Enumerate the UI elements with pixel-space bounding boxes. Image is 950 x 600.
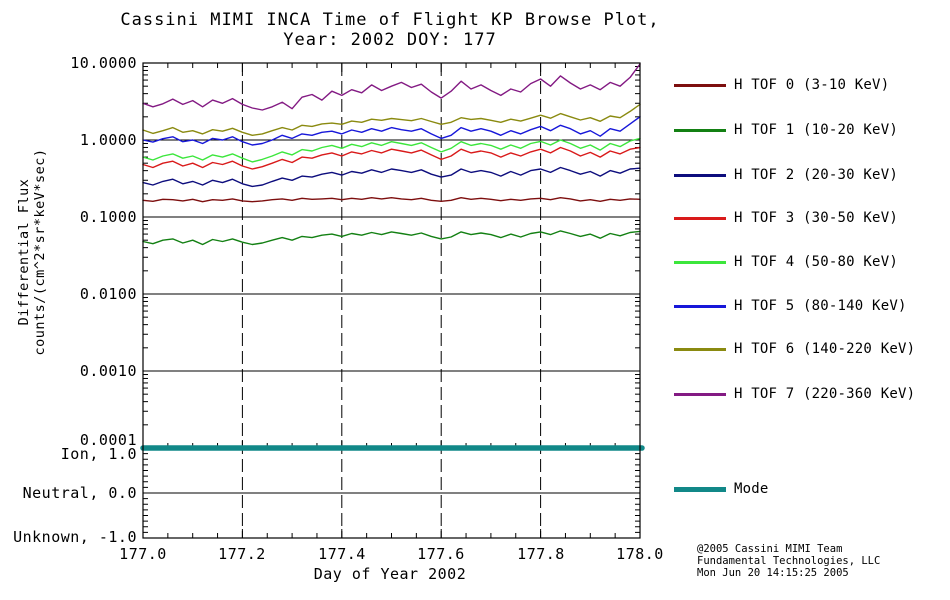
legend-item-label: H TOF 4 (50-80 KeV) <box>734 254 898 270</box>
flux-curve <box>142 103 641 137</box>
legend-item-label: H TOF 2 (20-30 KeV) <box>734 167 898 183</box>
legend-item-label: Mode <box>734 481 769 497</box>
legend-line-swatch <box>674 486 726 492</box>
legend-item-label: H TOF 0 (3-10 KeV) <box>734 77 890 93</box>
mode-tick-label: Neutral, 0.0 <box>22 484 137 502</box>
credit-line: Mon Jun 20 14:15:25 2005 <box>697 567 849 579</box>
x-tick-label: 177.2 <box>218 545 266 563</box>
x-tick-label: 177.6 <box>417 545 465 563</box>
legend-line-swatch <box>674 216 726 220</box>
flux-curve <box>142 230 641 246</box>
y-axis-title-line2: counts/(cm^2*sr*keV*sec) <box>32 148 48 356</box>
credit-line: @2005 Cassini MIMI Team <box>697 543 843 555</box>
x-tick-label: 177.4 <box>318 545 366 563</box>
mode-tick-label: Unknown, -1.0 <box>13 528 137 546</box>
flux-curve <box>142 116 641 146</box>
legend-line-swatch <box>674 128 726 132</box>
y-tick-label: 0.0010 <box>79 362 137 380</box>
credit-line: Fundamental Technologies, LLC <box>697 555 881 567</box>
flux-curve <box>142 166 641 188</box>
legend-line-swatch <box>674 260 726 264</box>
legend-item: H TOF 3 (30-50 KeV) <box>674 209 898 227</box>
legend-item-label: H TOF 5 (80-140 KeV) <box>734 298 907 314</box>
legend-item: H TOF 5 (80-140 KeV) <box>674 297 907 315</box>
plot-title-line2: Year: 2002 DOY: 177 <box>283 30 497 50</box>
legend-item: H TOF 6 (140-220 KeV) <box>674 340 915 358</box>
x-tick-label: 177.8 <box>517 545 565 563</box>
y-tick-label: 10.0000 <box>70 54 137 72</box>
legend-line-swatch <box>674 347 726 351</box>
plot-title-line1: Cassini MIMI INCA Time of Flight KP Brow… <box>120 10 660 30</box>
legend-item-label: H TOF 1 (10-20 KeV) <box>734 122 898 138</box>
y-tick-label: 0.0100 <box>79 285 137 303</box>
legend-item: H TOF 4 (50-80 KeV) <box>674 253 898 271</box>
flux-curve <box>142 196 641 203</box>
flux-curve <box>142 63 641 111</box>
legend-line-swatch <box>674 173 726 177</box>
legend-item-label: H TOF 3 (30-50 KeV) <box>734 210 898 226</box>
legend-item: H TOF 1 (10-20 KeV) <box>674 121 898 139</box>
y-tick-label: 0.1000 <box>79 208 137 226</box>
x-tick-label: 177.0 <box>119 545 167 563</box>
legend-item: H TOF 7 (220-360 KeV) <box>674 385 915 403</box>
legend-item: H TOF 0 (3-10 KeV) <box>674 76 889 94</box>
x-axis-title: Day of Year 2002 <box>313 565 467 583</box>
y-axis-title-line1: Differential Flux <box>16 178 32 326</box>
legend-item-mode: Mode <box>674 480 769 498</box>
legend-line-swatch <box>674 392 726 396</box>
legend-line-swatch <box>674 83 726 87</box>
y-tick-label: 1.0000 <box>79 131 137 149</box>
legend-item-label: H TOF 6 (140-220 KeV) <box>734 341 916 357</box>
legend-item-label: H TOF 7 (220-360 KeV) <box>734 386 916 402</box>
mode-tick-label: Ion, 1.0 <box>60 445 137 463</box>
x-tick-label: 178.0 <box>616 545 664 563</box>
y-tick-label: 0.0001 <box>79 431 137 449</box>
credits: @2005 Cassini MIMI Team Fundamental Tech… <box>697 543 880 579</box>
flux-curve <box>142 146 641 170</box>
plot-frame <box>142 62 641 539</box>
flux-curve <box>142 137 641 163</box>
legend-item: H TOF 2 (20-30 KeV) <box>674 166 898 184</box>
y-axis-title: Differential Flux counts/(cm^2*sr*keV*se… <box>16 148 48 355</box>
legend-line-swatch <box>674 304 726 308</box>
